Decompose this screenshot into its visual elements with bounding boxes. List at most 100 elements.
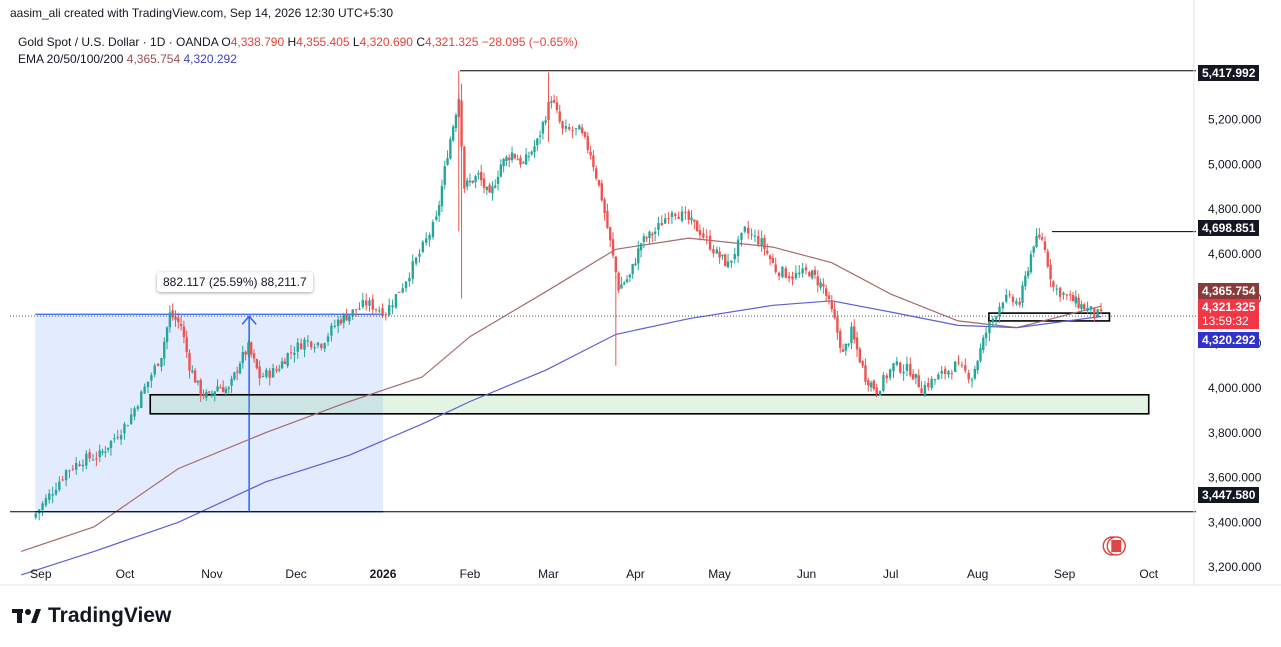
candle	[844, 343, 848, 356]
candle	[1093, 307, 1096, 322]
candle-body	[878, 390, 882, 396]
candle-body	[219, 387, 222, 389]
candle-body	[129, 414, 133, 424]
candle-body	[428, 234, 431, 240]
candle-body	[508, 157, 511, 161]
candle	[827, 291, 831, 305]
candle-body	[233, 372, 236, 380]
candle-body	[571, 129, 574, 131]
candle-body	[330, 325, 333, 336]
candle-body	[917, 375, 920, 388]
candle-body	[51, 494, 54, 496]
candle	[213, 390, 216, 402]
x-tick-label: Oct	[116, 567, 135, 581]
candle	[973, 365, 977, 381]
candle	[255, 358, 259, 370]
candle	[558, 104, 561, 124]
candle-body	[275, 369, 278, 371]
candle	[882, 372, 885, 393]
candle	[54, 482, 58, 496]
candle	[867, 377, 870, 392]
price-tag-bottom: 3,447.580	[1198, 487, 1260, 503]
candle	[687, 209, 690, 225]
candle	[940, 365, 943, 379]
candle	[250, 341, 253, 358]
candle	[885, 373, 888, 384]
candle-body	[680, 211, 684, 221]
candle-body	[1035, 235, 1038, 247]
candle-body	[224, 388, 228, 394]
candle	[34, 512, 38, 520]
candle-body	[1099, 309, 1103, 312]
candle	[1074, 290, 1078, 308]
candle-body	[1005, 294, 1008, 302]
candle-body	[839, 331, 842, 348]
candle	[878, 390, 882, 396]
candle-body	[488, 184, 491, 193]
candle-body	[313, 347, 316, 349]
candle	[875, 383, 878, 398]
candle-body	[61, 479, 64, 481]
candle-body	[760, 238, 763, 246]
candle-body	[653, 231, 657, 234]
candle	[663, 213, 667, 225]
candle-body	[480, 171, 483, 181]
candle-body	[853, 326, 856, 340]
candle-body	[278, 369, 281, 371]
candle-body	[1052, 281, 1055, 287]
symbol-name[interactable]: Gold Spot / U.S. Dollar · 1D · OANDA	[18, 35, 219, 49]
candle-body	[250, 342, 253, 355]
candle	[37, 508, 41, 521]
candle-body	[1008, 294, 1011, 296]
candle	[418, 249, 421, 263]
candle	[603, 197, 606, 221]
candle-body	[342, 314, 345, 323]
candle	[850, 321, 853, 350]
candle-body	[1093, 308, 1096, 316]
candle	[708, 230, 712, 252]
candle	[443, 160, 446, 190]
publisher-header: aasim_ali created with TradingView.com, …	[10, 6, 394, 20]
candle	[947, 370, 950, 379]
candle	[988, 320, 991, 342]
candle-body	[160, 358, 163, 367]
candle	[653, 227, 657, 242]
candle-body	[48, 493, 51, 500]
ema-label[interactable]: EMA 20/50/100/200	[18, 52, 124, 66]
candle	[408, 272, 411, 287]
candle	[937, 372, 940, 380]
candle	[538, 130, 542, 145]
candle-body	[642, 236, 646, 242]
candle	[196, 380, 200, 386]
candle-body	[552, 100, 556, 103]
candle	[869, 380, 873, 392]
candle	[174, 310, 177, 328]
candle-body	[74, 463, 78, 470]
close-value: 4,321.325	[424, 35, 479, 49]
ema-brown-tag: 4,365.754	[1198, 283, 1260, 299]
candle	[724, 253, 727, 267]
candle-body	[670, 212, 674, 217]
candle	[628, 273, 632, 283]
tradingview-logo-icon	[12, 609, 41, 623]
candle	[95, 451, 98, 467]
candle-body	[804, 267, 808, 271]
candle	[289, 344, 293, 360]
measure-arrow-head	[241, 315, 257, 325]
candle	[718, 247, 721, 264]
candle-body	[784, 268, 787, 278]
candle	[219, 384, 222, 389]
candle-body	[940, 370, 943, 374]
candle-body	[984, 332, 988, 339]
candle-body	[1074, 296, 1078, 304]
candle	[564, 119, 568, 133]
candle	[351, 309, 354, 321]
candle-body	[628, 274, 632, 278]
candle	[964, 358, 967, 374]
candle	[140, 390, 143, 409]
candle	[480, 164, 483, 186]
candle-body	[454, 115, 458, 129]
candle-body	[88, 452, 91, 459]
candle-body	[994, 316, 998, 320]
